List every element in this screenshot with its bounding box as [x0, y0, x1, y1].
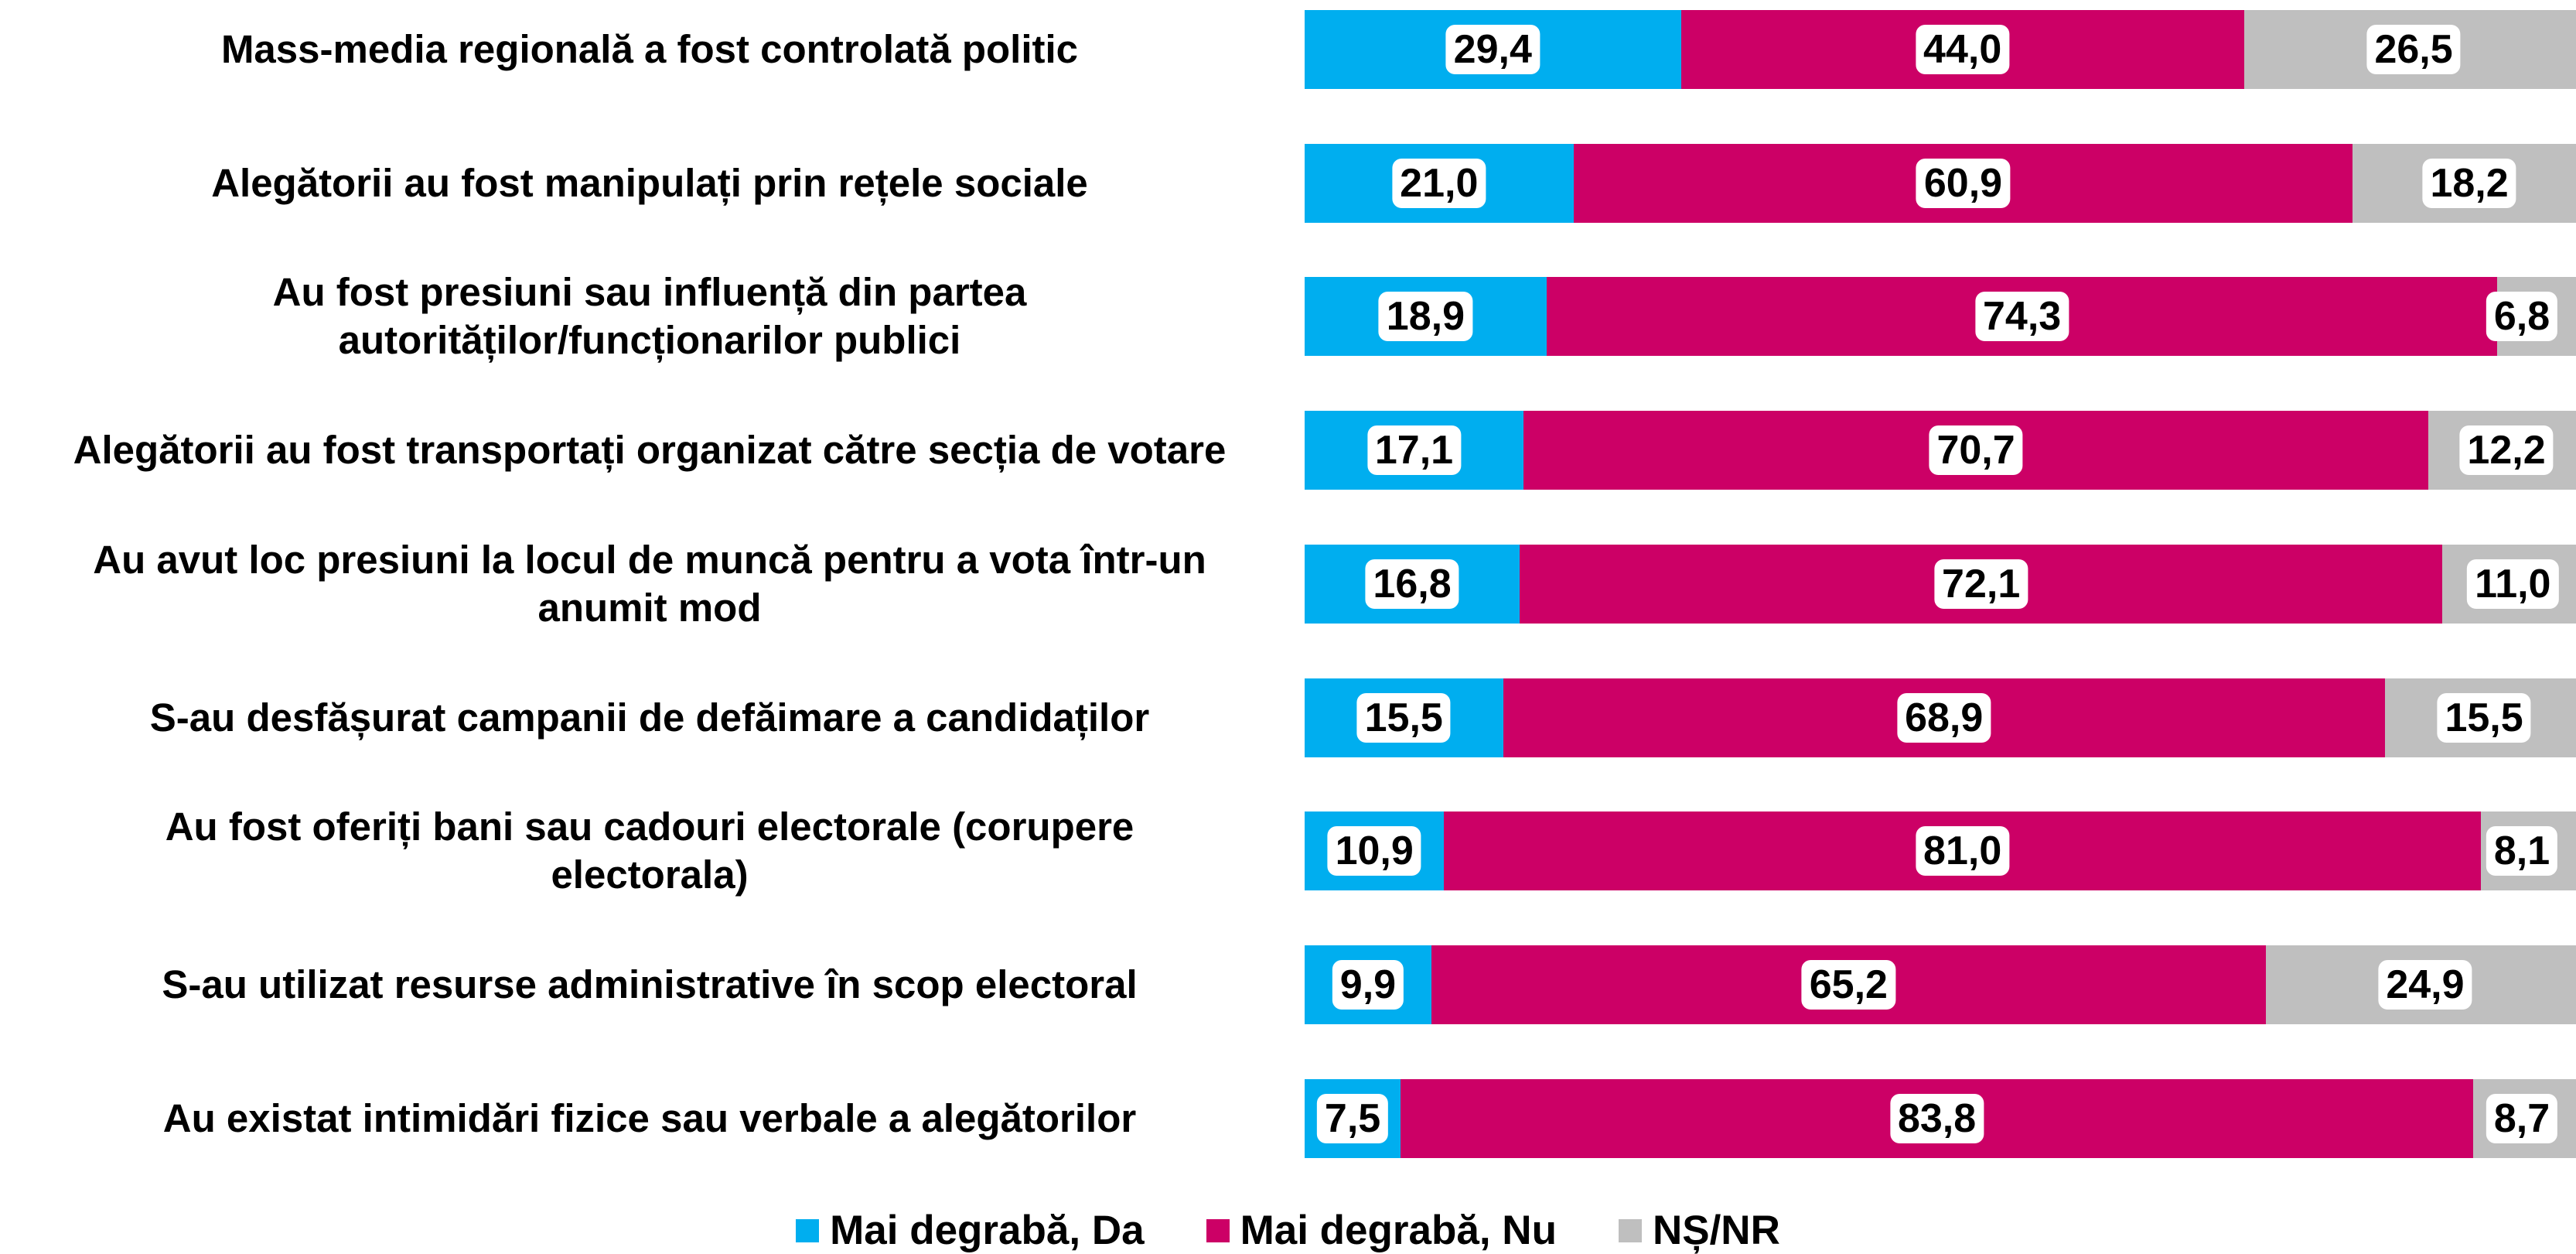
value-label: 60,9	[1916, 158, 2011, 208]
value-label: 83,8	[1889, 1093, 1984, 1143]
value-label: 17,1	[1366, 425, 1462, 476]
legend-swatch	[796, 1219, 820, 1242]
value-label: 68,9	[1897, 692, 1991, 743]
category-label: S-au utilizat resurse administrative în …	[162, 962, 1138, 1006]
legend-label: Mai degrabă, Nu	[1240, 1208, 1557, 1253]
legend-swatch	[1618, 1219, 1642, 1242]
legend-item: NȘ/NR	[1618, 1207, 1780, 1254]
legend: Mai degrabă, Da Mai degrabă, Nu NȘ/NR	[0, 1207, 2576, 1254]
value-label: 9,9	[1332, 959, 1404, 1010]
category-label: Alegătorii au fost manipulați prin rețel…	[211, 160, 1088, 205]
value-label: 65,2	[1801, 959, 1895, 1010]
category-label: Au fost oferiți bani sau cadouri elector…	[165, 805, 1134, 897]
value-label: 24,9	[2378, 959, 2472, 1010]
value-label: 26,5	[2366, 25, 2461, 74]
category-label: S-au desfășurat campanii de defăimare a …	[149, 695, 1150, 740]
value-label: 72,1	[1934, 559, 2028, 609]
value-label: 12,2	[2459, 425, 2554, 476]
value-label: 70,7	[1929, 425, 2023, 476]
legend-swatch	[1206, 1219, 1230, 1242]
value-label: 8,1	[2486, 826, 2558, 876]
value-label: 29,4	[1445, 25, 1540, 74]
category-label: Au fost presiuni sau influență din parte…	[272, 270, 1027, 363]
legend-item: Mai degrabă, Nu	[1206, 1207, 1557, 1254]
value-label: 18,2	[2422, 158, 2516, 208]
value-label: 21,0	[1392, 158, 1486, 208]
value-label: 16,8	[1365, 559, 1459, 609]
value-label: 18,9	[1378, 292, 1472, 342]
category-label: Alegătorii au fost transportați organiza…	[73, 428, 1227, 473]
legend-label: NȘ/NR	[1652, 1208, 1780, 1253]
value-label: 8,7	[2486, 1093, 2558, 1143]
legend-label: Mai degrabă, Da	[830, 1208, 1145, 1253]
legend-item: Mai degrabă, Da	[796, 1207, 1145, 1254]
value-label: 15,5	[1356, 692, 1451, 743]
category-label: Mass-media regională a fost controlată p…	[220, 27, 1079, 71]
value-label: 10,9	[1327, 826, 1421, 876]
value-label: 15,5	[2437, 692, 2531, 743]
value-label: 11,0	[2467, 559, 2559, 609]
category-label: Au avut loc presiuni la locul de muncă p…	[93, 537, 1206, 630]
value-label: 6,8	[2486, 292, 2558, 342]
value-label: 7,5	[1316, 1093, 1389, 1143]
value-label: 44,0	[1916, 25, 2010, 74]
category-label: Au existat intimidări fizice sau verbale…	[162, 1095, 1137, 1140]
value-label: 74,3	[1975, 292, 2069, 342]
value-label: 81,0	[1916, 826, 2010, 876]
